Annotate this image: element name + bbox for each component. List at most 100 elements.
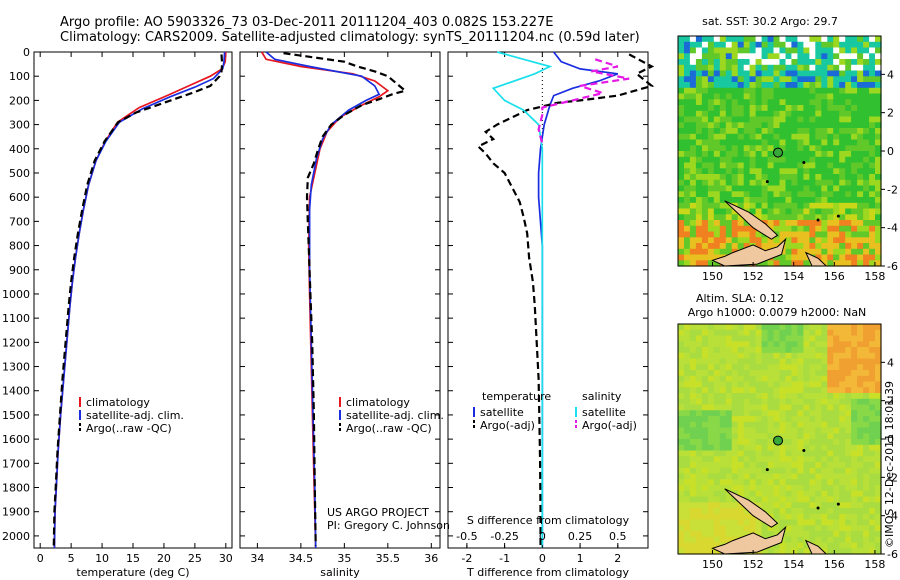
plot-frame <box>33 51 233 549</box>
lat-tick-label: 2 <box>887 395 894 408</box>
x-tick-label: 0 <box>539 552 546 565</box>
y-tick-label: 800 <box>9 240 30 253</box>
island <box>816 218 820 222</box>
timestamp-stamp: ©IMOS 12-Dec-2011 18:01:39 <box>883 381 896 548</box>
y-tick-label: 1800 <box>2 482 30 495</box>
lon-tick-label: 152 <box>743 270 764 283</box>
pi-credit: PI: Gregory C. Johnson <box>327 519 450 532</box>
x-tick-label: 1 <box>577 552 584 565</box>
land-mass <box>711 525 787 555</box>
sst-map: sat. SST: 30.2 Argo: 29.7 150 152 154 156 158… <box>677 15 898 283</box>
x-tick-label: 35 <box>337 552 351 565</box>
x-tick-label: 15 <box>126 552 140 565</box>
lon-tick-label: 158 <box>864 270 885 283</box>
s-tick-label: 0.25 <box>568 530 593 543</box>
legend-title-temperature: temperature <box>482 390 551 403</box>
lat-tick-label: -4 <box>887 222 898 235</box>
legend-label: satellite <box>582 406 626 419</box>
sst-map-title: sat. SST: 30.2 Argo: 29.7 <box>702 15 838 28</box>
island <box>836 214 840 218</box>
y-tick-label: 200 <box>9 94 30 107</box>
lon-tick-label: 156 <box>824 558 845 571</box>
temperature-panel: 0 5 10 15 20 25 300100200300400500600700800900… <box>2 46 233 579</box>
plot-frame <box>239 51 441 549</box>
lon-tick-label: 152 <box>743 558 764 571</box>
y-tick-label: 300 <box>9 119 30 132</box>
lon-tick-label: 154 <box>783 270 804 283</box>
x-tick-label: 34 <box>250 552 264 565</box>
lon-tick-label: 156 <box>824 270 845 283</box>
s-tick-label: -0.5 <box>456 530 477 543</box>
figure-title-line-1: Argo profile: AO 5903326_73 03-Dec-2011 … <box>60 15 554 30</box>
series-line-s-satellite <box>491 51 553 548</box>
y-tick-label: 500 <box>9 167 30 180</box>
y-tick-label: 1300 <box>2 361 30 374</box>
legend-label: satellite-adj. clim. <box>346 409 444 422</box>
y-tick-label: 1600 <box>2 433 30 446</box>
s-tick-label: -0.25 <box>490 530 518 543</box>
argo-location-marker <box>773 435 784 446</box>
legend-label: satellite <box>480 406 524 419</box>
island <box>836 502 840 506</box>
series-line-t-argo-adj- <box>476 53 655 546</box>
island <box>802 161 806 164</box>
island <box>765 468 769 472</box>
lat-tick-label: -6 <box>887 260 898 273</box>
x-axis-label: salinity <box>320 566 360 579</box>
legend-label: climatology <box>346 396 410 409</box>
y-tick-label: 900 <box>9 264 30 277</box>
x-tick-label: -2 <box>461 552 472 565</box>
legend-label: Argo(-adj) <box>582 419 637 432</box>
lon-tick-label: 150 <box>702 270 723 283</box>
x-axis-label: temperature (deg C) <box>76 566 189 579</box>
sla-map-title: Altim. SLA: 0.12 <box>696 292 784 305</box>
figure-title-line-2: Climatology: CARS2009. Satellite-adjuste… <box>60 30 640 45</box>
y-tick-label: 1000 <box>2 288 30 301</box>
land-mass <box>711 237 787 267</box>
y-tick-label: 1700 <box>2 457 30 470</box>
heatmap-cells <box>678 324 882 555</box>
y-tick-label: 2000 <box>2 530 30 543</box>
legend-label: climatology <box>86 396 150 409</box>
x-tick-label: 34.5 <box>289 552 314 565</box>
y-tick-label: 1400 <box>2 385 30 398</box>
y-tick-label: 1200 <box>2 336 30 349</box>
island <box>802 449 806 452</box>
x-tick-label: 36 <box>424 552 438 565</box>
lon-tick-label: 154 <box>783 558 804 571</box>
project-credit: US ARGO PROJECT <box>327 506 429 519</box>
legend-label: Argo(..raw -QC) <box>346 422 432 435</box>
lat-tick-label: 0 <box>887 145 894 158</box>
x-tick-label: 20 <box>157 552 171 565</box>
series-line-s-argo-adj- <box>537 58 630 145</box>
y-tick-label: 0 <box>23 46 30 59</box>
difference-panel: -2 -1 0 1 2T difference from climatology -0.5… <box>447 51 655 579</box>
y-tick-label: 600 <box>9 191 30 204</box>
series-line-argo-raw-qc- <box>52 54 224 546</box>
legend-label: Argo(-adj) <box>480 419 535 432</box>
lat-tick-label: -2 <box>887 183 898 196</box>
land-mass <box>724 488 779 528</box>
plot-frame <box>447 51 649 549</box>
lon-tick-label: 150 <box>702 558 723 571</box>
s-axis-label: S difference from climatology <box>467 514 630 527</box>
legend-label: Argo(..raw -QC) <box>86 422 172 435</box>
x-tick-label: 30 <box>219 552 233 565</box>
y-tick-label: 1900 <box>2 506 30 519</box>
y-tick-label: 100 <box>9 70 30 83</box>
x-tick-label: -1 <box>499 552 510 565</box>
x-tick-label: 35.5 <box>376 552 401 565</box>
island <box>816 506 820 510</box>
lat-tick-label: 2 <box>887 107 894 120</box>
y-tick-label: 700 <box>9 215 30 228</box>
x-axis-label: T difference from climatology <box>466 566 629 579</box>
x-tick-label: 5 <box>68 552 75 565</box>
legend-label: satellite-adj. clim. <box>86 409 184 422</box>
series-line-satellite-adj-clim- <box>53 51 226 549</box>
x-tick-label: 0 <box>37 552 44 565</box>
legend-title-salinity: salinity <box>582 390 622 403</box>
lat-tick-label: 4 <box>887 356 894 369</box>
series-line-argo-raw-qc- <box>283 52 408 546</box>
